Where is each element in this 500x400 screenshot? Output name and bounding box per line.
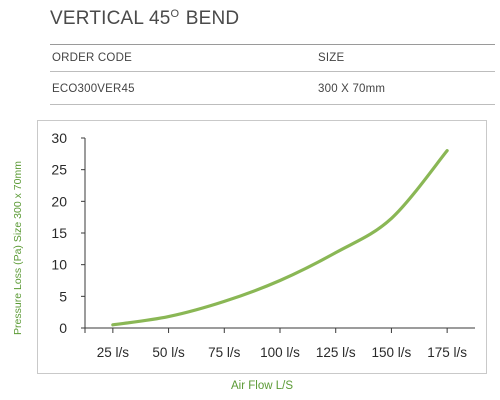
x-tick-label: 175 l/s <box>427 345 467 360</box>
size-value: 300 X 70mm <box>318 83 386 95</box>
x-tick-label: 125 l/s <box>316 345 356 360</box>
title-superscript: O <box>170 8 180 20</box>
order-code-value: ECO300VER45 <box>52 83 135 95</box>
table-divider <box>50 71 495 72</box>
title-end: BEND <box>180 8 240 29</box>
y-tick-label: 30 <box>51 130 67 146</box>
y-tick-label: 15 <box>51 225 67 241</box>
series-line <box>111 149 449 327</box>
header-divider <box>50 44 495 45</box>
x-tick-label: 100 l/s <box>260 345 300 360</box>
column-header-order-code: ORDER CODE <box>52 52 132 64</box>
x-tick-label: 75 l/s <box>208 345 241 360</box>
y-tick-label: 20 <box>51 193 67 209</box>
y-tick-label: 25 <box>51 162 67 178</box>
chart-frame <box>37 120 487 374</box>
y-tick-label: 10 <box>51 257 67 273</box>
series-group <box>111 149 449 327</box>
y-axis-label: Pressure Loss (Pa) Size 300 x 70mm <box>12 161 24 335</box>
y-tick-labels: 0 5 10 15 20 25 30 <box>51 130 85 336</box>
chart-axes <box>81 138 475 333</box>
x-tick-label: 50 l/s <box>152 345 185 360</box>
table-bottom-divider <box>50 104 495 105</box>
page-title: VERTICAL 45O BEND <box>50 8 239 30</box>
y-tick-label: 0 <box>59 320 67 336</box>
title-main: VERTICAL 45 <box>50 8 171 29</box>
x-tick-label: 25 l/s <box>97 345 130 360</box>
y-tick-label: 5 <box>59 288 67 304</box>
column-header-size: SIZE <box>318 52 345 64</box>
x-tick-label: 150 l/s <box>372 345 412 360</box>
x-axis-label: Air Flow L/S <box>231 380 293 392</box>
x-tick-labels: 25 l/s 50 l/s 75 l/s 100 l/s 125 l/s 150 l/s 1… <box>97 328 467 360</box>
